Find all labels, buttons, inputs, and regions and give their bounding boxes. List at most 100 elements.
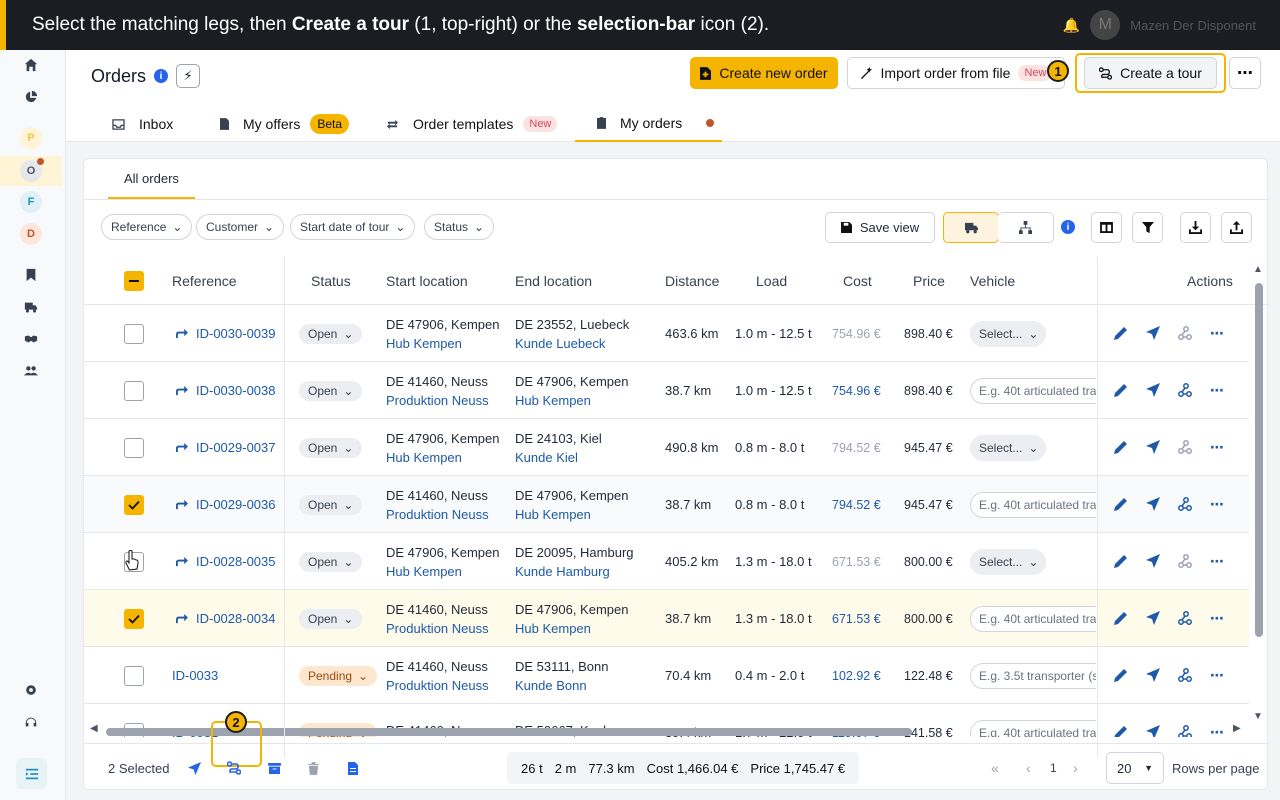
share-tour-button[interactable] bbox=[1176, 381, 1194, 399]
send-selected-button[interactable] bbox=[188, 744, 201, 789]
send-order-button[interactable] bbox=[1144, 381, 1162, 399]
sidebar-item-orders[interactable]: O bbox=[0, 156, 62, 186]
end-location-name[interactable]: Kunde Luebeck bbox=[515, 335, 606, 351]
column-header-status[interactable]: Status bbox=[311, 273, 351, 289]
select-all-partial-checkbox[interactable] bbox=[124, 271, 144, 291]
scroll-up-icon[interactable]: ▲ bbox=[1253, 264, 1263, 275]
reference-link[interactable]: ID-0029-0036 bbox=[196, 497, 276, 512]
table-row[interactable]: ID-0030-0038 Open ⌄ DE 41460, Neuss Produkti… bbox=[84, 362, 1249, 419]
share-tour-button[interactable] bbox=[1176, 495, 1194, 513]
vertical-scroll-thumb[interactable] bbox=[1255, 283, 1263, 637]
row-more-button[interactable]: ⋯ bbox=[1210, 324, 1224, 341]
reference-link[interactable]: ID-0030-0039 bbox=[196, 326, 276, 341]
row-checkbox[interactable] bbox=[124, 608, 144, 629]
edit-order-button[interactable] bbox=[1112, 552, 1130, 570]
create-tour-button[interactable]: Create a tour bbox=[1084, 57, 1217, 89]
rows-per-page-select[interactable]: 20 ▼ bbox=[1106, 752, 1164, 784]
reference-link[interactable]: ID-0033 bbox=[172, 668, 219, 683]
send-order-button[interactable] bbox=[1144, 438, 1162, 456]
status-dropdown[interactable]: Open ⌄ bbox=[299, 437, 363, 458]
row-more-button[interactable]: ⋯ bbox=[1210, 666, 1224, 683]
columns-button[interactable] bbox=[1091, 212, 1122, 243]
edit-order-button[interactable] bbox=[1112, 324, 1130, 342]
column-header-price[interactable]: Price bbox=[913, 273, 945, 289]
share-tour-button[interactable] bbox=[1176, 438, 1194, 456]
edit-order-button[interactable] bbox=[1112, 438, 1130, 456]
end-location-name[interactable]: Kunde Bonn bbox=[515, 677, 587, 693]
column-header-load[interactable]: Load bbox=[756, 273, 788, 289]
vehicle-input[interactable]: E.g. 40t articulated tra bbox=[970, 719, 1096, 737]
status-dropdown[interactable]: Pending ⌄ bbox=[299, 665, 378, 686]
row-more-button[interactable]: ⋯ bbox=[1210, 381, 1224, 398]
sidebar-item-partners[interactable] bbox=[0, 325, 62, 353]
save-view-button[interactable]: Save view bbox=[825, 212, 935, 243]
tab-my-orders[interactable]: My orders bbox=[575, 106, 722, 142]
prev-page-icon[interactable]: ‹ bbox=[1026, 760, 1031, 776]
row-more-button[interactable]: ⋯ bbox=[1210, 552, 1224, 569]
sidebar-collapse-toggle[interactable] bbox=[16, 758, 47, 789]
edit-order-button[interactable] bbox=[1112, 666, 1130, 684]
vehicle-input[interactable]: Select... ⌄ bbox=[970, 434, 1046, 461]
cost-cell[interactable]: 754.96 € bbox=[832, 383, 881, 398]
sidebar-item-vehicles[interactable] bbox=[0, 293, 62, 321]
column-header-cost[interactable]: Cost bbox=[843, 273, 872, 289]
column-header-distance[interactable]: Distance bbox=[665, 273, 720, 289]
edit-order-button[interactable] bbox=[1112, 495, 1130, 513]
send-order-button[interactable] bbox=[1144, 723, 1162, 737]
row-checkbox[interactable] bbox=[124, 665, 144, 686]
create-new-order-button[interactable]: Create new order bbox=[690, 57, 838, 89]
user-menu[interactable]: 🔔 M Mazen Der Disponent bbox=[1063, 10, 1256, 40]
edit-order-button[interactable] bbox=[1112, 609, 1130, 627]
sidebar-item-dashboard[interactable] bbox=[0, 83, 62, 111]
reference-link[interactable]: ID-0030-0038 bbox=[196, 383, 276, 398]
cost-cell[interactable]: 794.52 € bbox=[832, 497, 881, 512]
row-more-button[interactable]: ⋯ bbox=[1210, 609, 1224, 626]
scroll-right-icon[interactable]: ▶ bbox=[1233, 723, 1241, 734]
edit-order-button[interactable] bbox=[1112, 381, 1130, 399]
send-order-button[interactable] bbox=[1144, 552, 1162, 570]
view-hierarchy-toggle[interactable] bbox=[998, 212, 1054, 243]
vehicle-input[interactable]: Select... ⌄ bbox=[970, 548, 1046, 575]
table-row[interactable]: ID-0029-0036 Open ⌄ DE 41460, Neuss Produkti… bbox=[84, 476, 1249, 533]
filter-customer[interactable]: Customer ⌄ bbox=[196, 214, 285, 240]
end-location-name[interactable]: Hub Kempen bbox=[515, 392, 591, 408]
view-truck-toggle[interactable] bbox=[943, 212, 999, 243]
sidebar-item-f[interactable]: F bbox=[0, 188, 62, 216]
send-order-button[interactable] bbox=[1144, 666, 1162, 684]
end-location-name[interactable]: Kunde Hamburg bbox=[515, 563, 610, 579]
bell-icon[interactable]: 🔔 bbox=[1062, 16, 1081, 33]
sidebar-item-users[interactable] bbox=[0, 357, 62, 385]
horizontal-scroll-thumb[interactable] bbox=[106, 728, 912, 736]
start-location-name[interactable]: Hub Kempen bbox=[386, 335, 462, 351]
vertical-scrollbar[interactable]: ▲ ▼ bbox=[1252, 264, 1264, 722]
tab-my-offers[interactable]: My offers Beta bbox=[220, 106, 349, 142]
end-location-name[interactable]: Kunde Kiel bbox=[515, 449, 578, 465]
start-location-name[interactable]: Produktion Neuss bbox=[386, 620, 489, 636]
row-checkbox[interactable] bbox=[124, 380, 144, 401]
row-more-button[interactable]: ⋯ bbox=[1210, 438, 1224, 455]
first-page-icon[interactable]: « bbox=[991, 760, 999, 776]
status-dropdown[interactable]: Open ⌄ bbox=[299, 551, 363, 572]
row-more-button[interactable]: ⋯ bbox=[1210, 723, 1224, 738]
share-tour-button[interactable] bbox=[1176, 666, 1194, 684]
scroll-left-icon[interactable]: ◀ bbox=[90, 723, 98, 734]
start-location-name[interactable]: Produktion Neuss bbox=[386, 506, 489, 522]
vehicle-input[interactable]: E.g. 40t articulated tra bbox=[970, 491, 1096, 518]
send-order-button[interactable] bbox=[1144, 609, 1162, 627]
reference-link[interactable]: ID-0028-0034 bbox=[196, 611, 276, 626]
import-order-button[interactable]: Import order from file New bbox=[847, 57, 1065, 89]
filter-button[interactable] bbox=[1132, 212, 1163, 243]
reference-link[interactable]: ID-0028-0035 bbox=[196, 554, 276, 569]
column-header-vehicle[interactable]: Vehicle bbox=[970, 273, 1016, 289]
status-dropdown[interactable]: Open ⌄ bbox=[299, 608, 363, 629]
table-row[interactable]: ID-0028-0034 Open ⌄ DE 41460, Neuss Produkti… bbox=[84, 590, 1249, 647]
sidebar-item-p[interactable]: P bbox=[0, 124, 62, 152]
start-location-name[interactable]: Produktion Neuss bbox=[386, 392, 489, 408]
share-tour-button[interactable] bbox=[1176, 552, 1194, 570]
share-tour-button[interactable] bbox=[1176, 723, 1194, 737]
vehicle-input[interactable]: E.g. 3.5t transporter (s bbox=[970, 662, 1096, 689]
create-tour-from-selection-button[interactable] bbox=[227, 744, 241, 789]
end-location-name[interactable]: Hub Kempen bbox=[515, 620, 591, 636]
sidebar-item-d[interactable]: D bbox=[0, 220, 62, 248]
send-order-button[interactable] bbox=[1144, 324, 1162, 342]
